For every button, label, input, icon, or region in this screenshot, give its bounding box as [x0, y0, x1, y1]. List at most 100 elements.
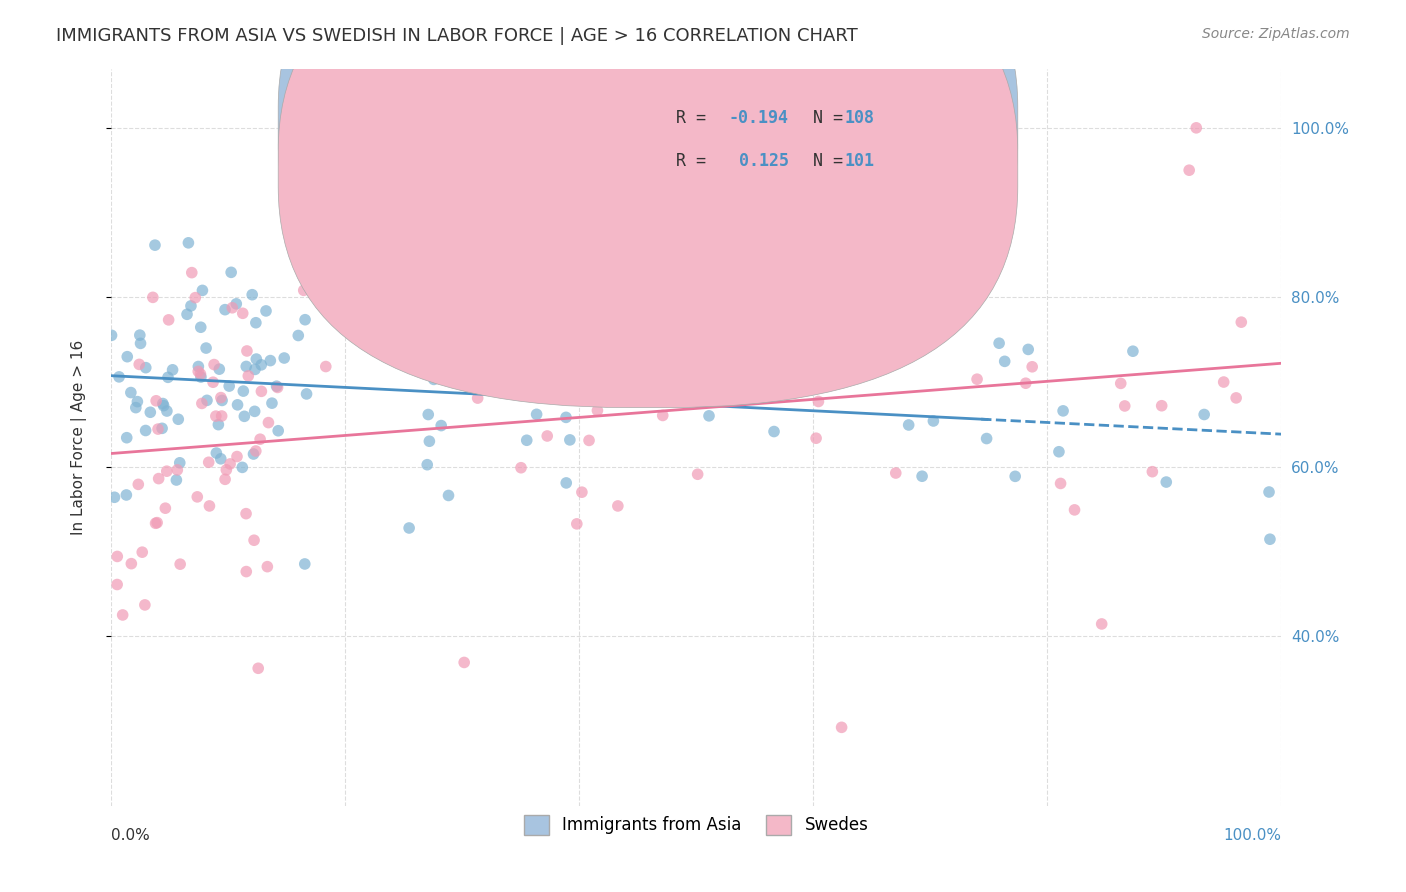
Swedes [236, 343, 259, 358]
Immigrants from Asia [897, 417, 920, 432]
Swedes [1178, 163, 1201, 178]
Immigrants from Asia [976, 432, 998, 446]
Swedes [249, 432, 271, 446]
Immigrants from Asia [555, 410, 578, 425]
Immigrants from Asia [233, 409, 256, 424]
Immigrants from Asia [150, 421, 173, 435]
Immigrants from Asia [778, 356, 800, 370]
Immigrants from Asia [128, 328, 150, 343]
FancyBboxPatch shape [609, 91, 901, 205]
Text: IMMIGRANTS FROM ASIA VS SWEDISH IN LABOR FORCE | AGE > 16 CORRELATION CHART: IMMIGRANTS FROM ASIA VS SWEDISH IN LABOR… [56, 27, 858, 45]
Swedes [893, 347, 915, 361]
Immigrants from Asia [437, 488, 460, 502]
Swedes [157, 313, 180, 327]
Swedes [180, 266, 202, 280]
Immigrants from Asia [156, 404, 179, 418]
Swedes [166, 463, 188, 477]
Swedes [146, 422, 169, 436]
Immigrants from Asia [180, 299, 202, 313]
Immigrants from Asia [697, 409, 720, 423]
Immigrants from Asia [207, 417, 229, 432]
Swedes [436, 248, 458, 262]
Swedes [111, 607, 134, 622]
Swedes [640, 325, 662, 339]
Immigrants from Asia [152, 396, 174, 410]
Swedes [1091, 616, 1114, 631]
Text: N =: N = [793, 152, 853, 169]
Swedes [1185, 120, 1208, 135]
Immigrants from Asia [120, 385, 142, 400]
Y-axis label: In Labor Force | Age > 16: In Labor Force | Age > 16 [72, 340, 87, 534]
Immigrants from Asia [225, 297, 247, 311]
Swedes [145, 393, 167, 408]
Swedes [120, 557, 142, 571]
FancyBboxPatch shape [278, 0, 1018, 363]
Swedes [831, 371, 853, 385]
Immigrants from Asia [245, 316, 267, 330]
Immigrants from Asia [117, 350, 139, 364]
Immigrants from Asia [208, 362, 231, 376]
Swedes [804, 431, 827, 445]
Immigrants from Asia [125, 401, 148, 415]
Immigrants from Asia [191, 284, 214, 298]
Immigrants from Asia [177, 235, 200, 250]
Swedes [221, 301, 243, 315]
Swedes [209, 391, 232, 405]
Swedes [215, 463, 238, 477]
Swedes [1150, 399, 1173, 413]
Swedes [640, 357, 662, 371]
Swedes [169, 557, 191, 571]
Immigrants from Asia [1004, 469, 1026, 483]
Text: R =: R = [676, 109, 716, 127]
Swedes [769, 244, 792, 258]
Swedes [692, 319, 714, 334]
Immigrants from Asia [209, 451, 232, 466]
Text: 108: 108 [845, 109, 875, 127]
Immigrants from Asia [259, 353, 281, 368]
Immigrants from Asia [551, 334, 574, 349]
Swedes [245, 444, 267, 458]
Text: -0.194: -0.194 [728, 109, 789, 127]
Immigrants from Asia [176, 307, 198, 321]
Swedes [491, 348, 513, 362]
Immigrants from Asia [187, 359, 209, 374]
Immigrants from Asia [139, 405, 162, 419]
Immigrants from Asia [388, 231, 411, 245]
Swedes [257, 416, 280, 430]
Immigrants from Asia [477, 358, 499, 372]
Swedes [686, 467, 709, 482]
Swedes [467, 391, 489, 405]
Immigrants from Asia [214, 302, 236, 317]
Immigrants from Asia [1154, 475, 1177, 489]
Swedes [510, 460, 533, 475]
Swedes [243, 533, 266, 548]
Swedes [1063, 503, 1085, 517]
Immigrants from Asia [540, 358, 562, 372]
Immigrants from Asia [232, 384, 254, 398]
Swedes [190, 367, 212, 381]
Swedes [191, 396, 214, 410]
Immigrants from Asia [418, 408, 440, 422]
Immigrants from Asia [1258, 485, 1281, 500]
Immigrants from Asia [115, 488, 138, 502]
Immigrants from Asia [190, 320, 212, 334]
Immigrants from Asia [211, 393, 233, 408]
Swedes [1225, 391, 1247, 405]
Immigrants from Asia [205, 446, 228, 460]
Immigrants from Asia [267, 424, 290, 438]
Immigrants from Asia [156, 370, 179, 384]
Swedes [1114, 399, 1136, 413]
Immigrants from Asia [686, 392, 709, 406]
Immigrants from Asia [165, 473, 187, 487]
Immigrants from Asia [294, 557, 316, 571]
Immigrants from Asia [135, 360, 157, 375]
Immigrants from Asia [127, 394, 149, 409]
Swedes [571, 485, 593, 500]
Swedes [831, 720, 853, 734]
Swedes [238, 368, 260, 383]
Immigrants from Asia [1122, 344, 1144, 359]
Immigrants from Asia [398, 521, 420, 535]
Swedes [205, 409, 228, 424]
Immigrants from Asia [115, 431, 138, 445]
Text: 100.0%: 100.0% [1223, 828, 1281, 843]
